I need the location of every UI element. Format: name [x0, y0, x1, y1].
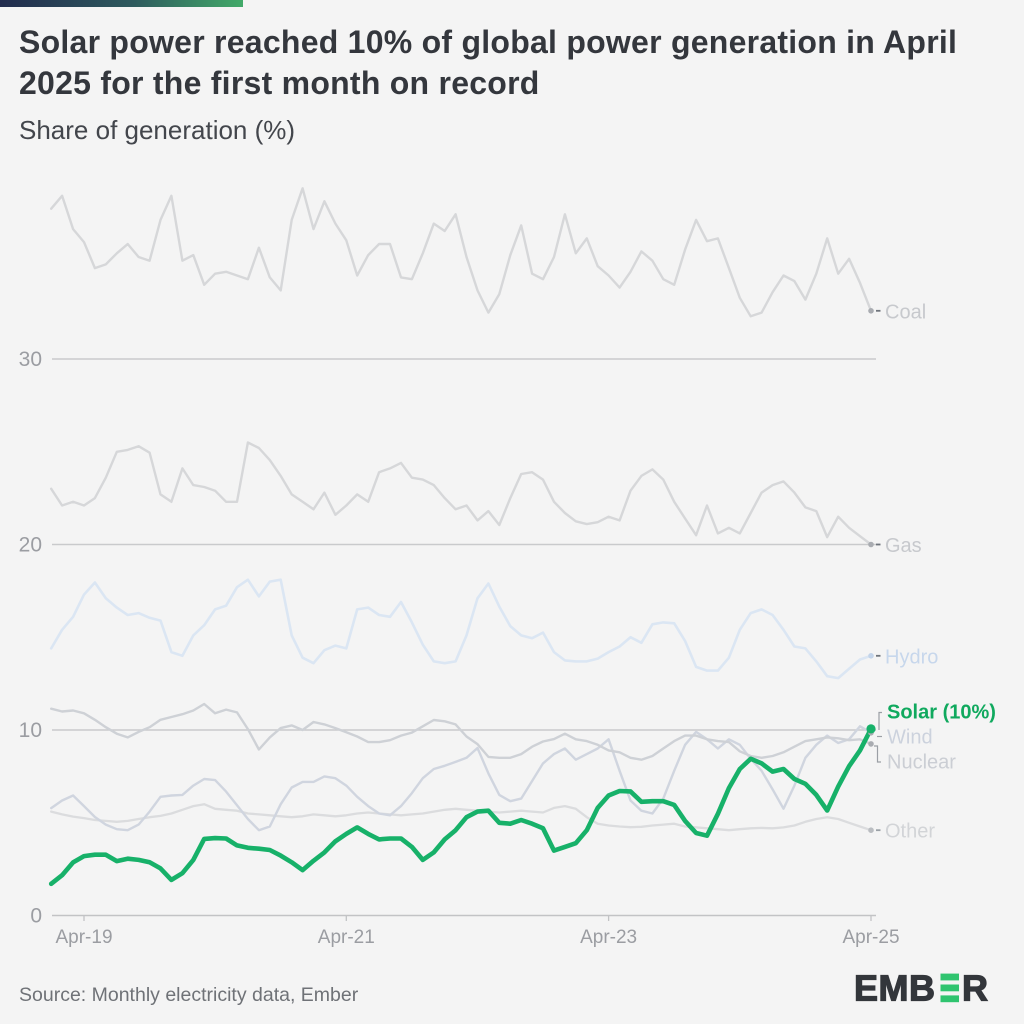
svg-text:0: 0	[30, 905, 42, 928]
svg-text:Apr-21: Apr-21	[318, 927, 375, 948]
svg-text:EMB: EMB	[854, 968, 936, 1009]
svg-text:Apr-23: Apr-23	[580, 927, 637, 948]
svg-text:R: R	[962, 968, 988, 1009]
svg-text:Apr-19: Apr-19	[55, 927, 112, 948]
svg-text:30: 30	[19, 348, 42, 371]
svg-text:Nuclear: Nuclear	[887, 752, 956, 774]
svg-text:Apr-25: Apr-25	[842, 927, 899, 948]
svg-text:Coal: Coal	[885, 301, 926, 323]
svg-text:Other: Other	[885, 821, 935, 843]
svg-text:Wind: Wind	[887, 727, 933, 749]
svg-text:Solar (10%): Solar (10%)	[887, 702, 996, 724]
svg-text:20: 20	[19, 534, 42, 557]
svg-text:Hydro: Hydro	[885, 646, 938, 668]
svg-text:10: 10	[19, 719, 42, 742]
svg-text:Gas: Gas	[885, 535, 922, 557]
